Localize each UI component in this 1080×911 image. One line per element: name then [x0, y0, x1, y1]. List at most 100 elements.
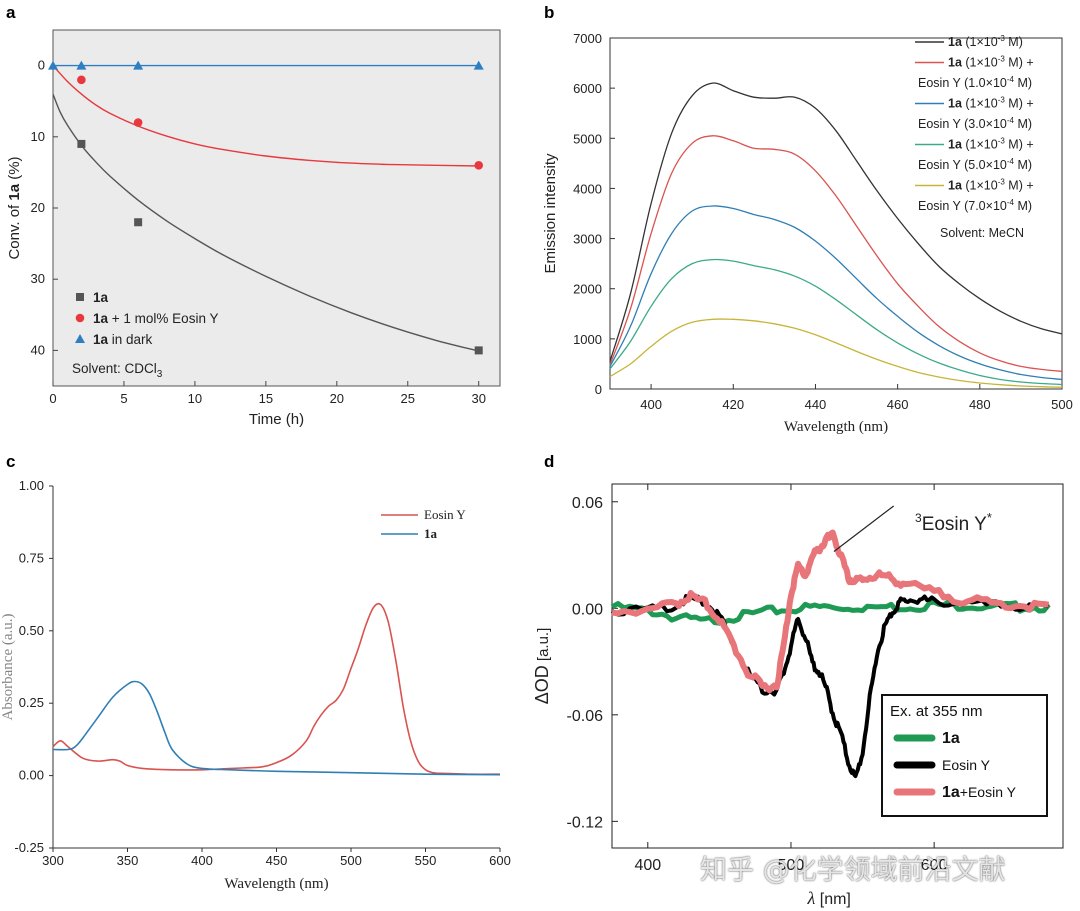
x-tick-label: 5 [120, 391, 127, 406]
solvent-annotation: Solvent: CDCl3 [72, 361, 163, 380]
transient-curve-2 [611, 529, 1050, 694]
fit-curve-1 [52, 65, 479, 167]
x-tick-label: 500 [778, 857, 805, 874]
absorbance-curve-0 [52, 602, 501, 776]
x-tick-label: 460 [887, 397, 909, 412]
legend-title: Ex. at 355 nm [890, 703, 983, 720]
x-tick-label: 420 [722, 397, 744, 412]
data-point-triangle [473, 60, 484, 70]
panel-d: d 400 500 600 0.06 0.00 -0.06 -0.12 λ [nm] ΔOD [a… [532, 452, 1064, 908]
legend-entry: 1a (1×10-3 M) + [948, 96, 1034, 111]
y-tick-label: 0 [38, 58, 45, 73]
y-tick-label: 0.00 [572, 601, 603, 618]
legend-entry: Eosin Y (1.0×10-4 M) [918, 75, 1032, 90]
x-tick-label: 600 [921, 857, 948, 874]
y-axis-label: Absorbance (a.u.) [0, 613, 16, 720]
annotation-pointer [833, 505, 895, 552]
y-tick-label: 0.06 [572, 495, 603, 512]
data-point-triangle [48, 60, 58, 70]
x-tick-label: 440 [805, 397, 827, 412]
y-axis-label: ΔOD [a.u.] [532, 628, 552, 705]
legend-entry: 1a in dark [93, 332, 153, 347]
x-tick-label: 550 [415, 853, 437, 868]
data-point-circle [77, 75, 86, 85]
y-tick-label: 3000 [573, 232, 602, 247]
legend-entry: Eosin Y [942, 757, 991, 773]
legend-marker [75, 313, 85, 323]
x-tick-label: 20 [330, 391, 344, 406]
x-tick-label: 480 [969, 397, 991, 412]
emission-curve-4 [609, 318, 1063, 388]
eosin-triplet-annotation: 3Eosin Y* [915, 510, 992, 535]
panel-label-d: d [544, 452, 554, 471]
panel-a: a 0 5 10 15 20 25 30 0 10 20 30 40 Time (h) Conv. of 1… [6, 3, 501, 428]
y-tick-label: 2000 [573, 282, 602, 297]
x-axis-label: λ [nm] [807, 888, 851, 908]
emission-curve-1 [609, 135, 1063, 373]
legend-entry: 1a [942, 730, 960, 747]
x-tick-label: 500 [1051, 397, 1073, 412]
y-tick-label: -0.12 [567, 814, 604, 831]
legend-entry: Eosin Y [424, 507, 466, 522]
y-tick-label: 1.00 [19, 478, 44, 493]
legend-entry: Eosin Y (5.0×10-4 M) [918, 157, 1032, 172]
plot-frame [609, 37, 1063, 390]
x-tick-label: 15 [259, 391, 273, 406]
legend-entry: 1a (1×10-3 M) + [948, 55, 1034, 70]
legend-entry: Eosin Y (3.0×10-4 M) [918, 116, 1032, 131]
data-point-circle [133, 118, 143, 127]
y-tick-label: 7000 [573, 31, 602, 46]
y-tick-label: 40 [31, 342, 45, 357]
y-tick-label: 0.00 [19, 768, 44, 783]
y-axis-label: Emission intensity [542, 153, 559, 274]
x-axis-label: Wavelength (nm) [224, 876, 328, 892]
x-tick-label: 350 [117, 853, 139, 868]
fit-curve-0 [52, 93, 479, 352]
x-axis-label: Time (h) [249, 411, 304, 428]
plot-frame [611, 483, 1064, 849]
legend-entry: 1a + 1 mol% Eosin Y [93, 311, 218, 326]
transient-curve-0 [610, 599, 1051, 626]
y-tick-label: -0.06 [567, 708, 604, 725]
data-point-triangle [133, 60, 144, 70]
x-axis-label: Wavelength (nm) [784, 419, 888, 435]
y-tick-label: 0.25 [19, 695, 44, 710]
emission-curve-0 [609, 82, 1063, 362]
x-tick-label: 400 [640, 397, 662, 412]
x-tick-label: 30 [471, 391, 485, 406]
y-tick-label: 20 [31, 200, 45, 215]
emission-curve-3 [609, 258, 1063, 386]
legend-entry: Eosin Y (7.0×10-4 M) [918, 198, 1032, 213]
legend-marker [76, 293, 84, 301]
panel-label-a: a [6, 3, 16, 22]
watermark-text: 知乎 @化学领域前沿文献 [700, 855, 1006, 886]
panel-label-b: b [544, 3, 554, 22]
y-tick-label: 6000 [573, 81, 602, 96]
x-tick-label: 500 [340, 853, 362, 868]
x-tick-label: 10 [188, 391, 202, 406]
x-tick-label: 400 [634, 857, 661, 874]
data-point-square [77, 139, 86, 148]
y-tick-label: 0.50 [19, 623, 44, 638]
data-point-square [474, 346, 483, 355]
y-axis-label: Conv. of 1a (%) [6, 156, 23, 259]
x-tick-label: 300 [42, 853, 64, 868]
absorbance-curve-1 [52, 680, 501, 776]
data-point-triangle [76, 60, 87, 70]
x-tick-label: 0 [49, 391, 56, 406]
y-tick-label: 0.75 [19, 550, 44, 565]
y-tick-label: 4000 [573, 181, 602, 196]
legend-entry: 1a [93, 290, 109, 305]
legend-entry: 1a (1×10-3 M) + [948, 178, 1034, 193]
emission-curve-2 [609, 205, 1063, 381]
x-tick-label: 25 [401, 391, 415, 406]
solvent-annotation: Solvent: MeCN [940, 226, 1024, 240]
y-tick-label: 0 [595, 382, 602, 397]
legend-marker [75, 334, 85, 343]
y-tick-label: 30 [31, 271, 45, 286]
y-tick-label: 10 [31, 129, 45, 144]
x-tick-label: 450 [266, 853, 288, 868]
panel-c: c 300 350 400 450 500 550 600 -0.25 0.00 0.25 0.50 0… [0, 452, 511, 892]
